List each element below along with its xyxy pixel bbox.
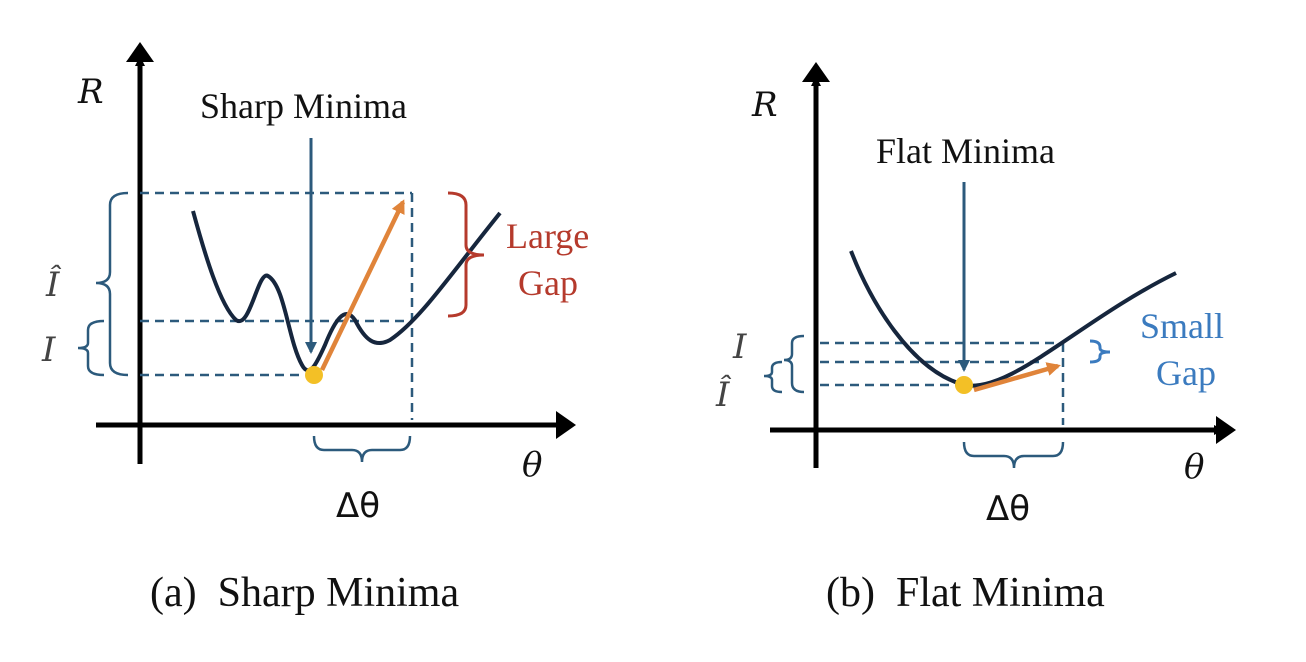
panel-a-y-axis-label: R xyxy=(77,72,104,112)
panel-b-i-hat-brace xyxy=(763,360,783,394)
panel-b-caption: (b) Flat Minima xyxy=(826,570,1105,616)
panel-b-annotation: Flat Minima xyxy=(876,131,1055,171)
panel-b-gap-label-line2: Gap xyxy=(1156,353,1216,393)
panel-b-minimum-point xyxy=(955,376,973,394)
panel-b-gap-label-line1: Small xyxy=(1140,306,1224,346)
panel-a-x-axis-label: θ xyxy=(522,445,542,485)
panel-b-small-gap-brace xyxy=(1089,339,1111,364)
panel-b-x-axis-label: θ xyxy=(1184,447,1204,487)
panel-b-flat-minima: R θ Flat Minima I Î Small Gap Δθ (b) Fla… xyxy=(715,62,1236,616)
panel-a-i-hat-label: Î xyxy=(45,264,62,305)
panel-b-i-brace xyxy=(783,334,805,394)
panel-a-x-arrowhead xyxy=(556,411,576,439)
panel-a-step-arrow xyxy=(319,199,406,371)
panel-a-sharp-minima: R θ Sharp Minima Î I Large Gap Δθ (a) Sh… xyxy=(41,42,589,616)
panel-b-delta-brace xyxy=(962,441,1065,469)
panel-a-delta-brace xyxy=(312,435,412,463)
panel-a-gap-label-line1: Large xyxy=(506,216,589,256)
panel-b-x-arrowhead xyxy=(1216,416,1236,444)
panel-a-annotation: Sharp Minima xyxy=(200,86,407,126)
panel-b-i-hat-label: Î xyxy=(715,374,732,415)
panel-a-delta-label: Δθ xyxy=(336,486,380,526)
panel-a-caption: (a) Sharp Minima xyxy=(150,570,459,616)
panel-a-i-brace xyxy=(77,319,105,377)
panel-a-i-label: I xyxy=(41,330,56,370)
panel-a-gap-label-line2: Gap xyxy=(518,263,578,303)
panel-b-i-label: I xyxy=(732,327,747,367)
panel-b-y-arrowhead xyxy=(802,62,830,82)
panel-a-large-gap-brace xyxy=(447,191,485,318)
panel-a-loss-curve xyxy=(191,210,502,373)
panel-a-i-hat-brace xyxy=(95,191,129,377)
panel-b-y-axis-label: R xyxy=(751,85,778,125)
panel-b-loss-curve xyxy=(849,250,1177,388)
panel-b-delta-label: Δθ xyxy=(986,489,1030,529)
panel-b-step-arrow xyxy=(973,362,1061,393)
panel-a-y-arrowhead xyxy=(126,42,154,62)
panel-a-minimum-point xyxy=(305,366,323,384)
